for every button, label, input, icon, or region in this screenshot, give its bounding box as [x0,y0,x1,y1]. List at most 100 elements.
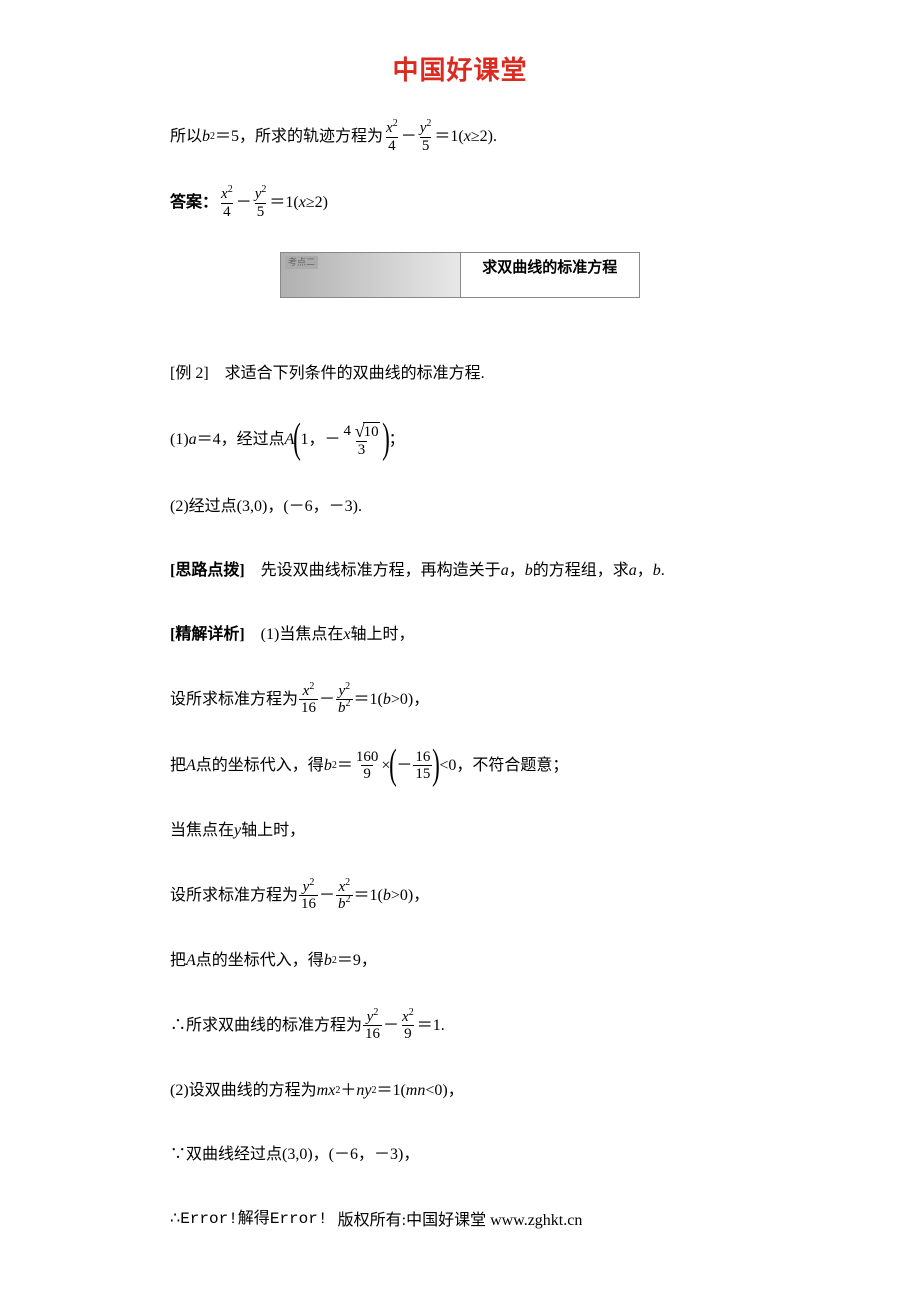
var: y [234,815,241,847]
text: 把 [170,945,186,977]
section-left: 考点二 [281,253,460,297]
den: 5 [255,203,267,221]
text: ＝1( [354,880,383,912]
text: 先设双曲线标准方程，再构造关于 [261,555,501,587]
text: 设所求标准方程为 [170,684,298,716]
var-b: b [202,121,210,153]
text: 轴上时， [350,619,414,651]
paragraph: 当焦点在 y 轴上时， [170,815,750,847]
den: 16 [299,895,318,913]
fraction: x2 4 [219,186,235,220]
sup: 2 [373,1007,378,1018]
var: a [501,555,509,587]
document-body: 所以 b2 ＝5， 所求的轨迹方程为 x2 4 － y2 5 ＝1( x ≥2)… [170,120,750,1235]
example-text: 求适合下列条件的双曲线的标准方程. [225,358,485,390]
page-footer: 版权所有:中国好课堂 www.zghkt.cn [0,1210,920,1232]
paragraph: 把 A 点的坐标代入，得 b2 ＝9， [170,945,750,977]
text: ＝9， [337,945,377,977]
num: 160 [354,749,381,766]
paragraph: (1) a ＝4，经过点 A ( 1，－ 4 √10 3 ) ； [170,422,750,459]
var: mn [406,1075,426,1107]
den: 9 [361,765,373,783]
section-right: 求双曲线的标准方程 [460,253,640,297]
minus: － [319,684,335,716]
text: 把 [170,750,186,782]
fraction: y2 5 [253,186,269,220]
var: mx [317,1075,336,1107]
paragraph: 设所求标准方程为 x2 16 － y2 b2 ＝1( b >0)， [170,683,750,717]
text: ≥2) [306,187,328,219]
text: ＝ [337,750,353,782]
lparen-icon: ( [390,749,398,783]
var: b [324,750,332,782]
fraction: y2 16 [299,879,318,913]
fraction: 4 √10 3 [341,422,381,459]
hint-label: [思路点拨] [170,555,261,587]
rparen-icon: ) [382,423,390,457]
point-A: A [186,750,196,782]
fraction: x2 4 [384,120,400,154]
var-a: a [189,424,197,456]
text: ∴所求双曲线的标准方程为 [170,1010,362,1042]
den: 16 [363,1025,382,1043]
text: ， [637,555,653,587]
sup: 2 [228,184,233,195]
num: 4 [343,423,351,439]
text: ＝1( [434,121,463,153]
text: ＝1( [354,684,383,716]
den: 3 [356,441,368,459]
lparen-icon: ( [294,423,302,457]
text: 点的坐标代入，得 [196,750,324,782]
fraction: x2 16 [299,683,318,717]
sup: 2 [345,681,350,692]
sup: 2 [261,184,266,195]
sup: 2 [345,877,350,888]
text: ∵双曲线经过点(3,0)，(－6，－3)， [170,1139,419,1171]
var: b [383,684,391,716]
copyright-text: 版权所有:中国好课堂 www.zghkt.cn [338,1212,583,1229]
var: b [338,896,346,912]
minus: － [236,187,252,219]
section-header-box: 考点二 求双曲线的标准方程 [280,252,640,298]
text: ≥2). [471,121,497,153]
sup: 2 [346,698,351,709]
logo-text: 中国好课堂 [392,58,527,84]
fraction: x2 9 [400,1009,416,1043]
answer-label: 答案： [170,187,218,219]
var: b [338,700,346,716]
radicand: 10 [363,422,380,441]
solution-label: [精解详析] [170,619,261,651]
text: 当焦点在 [170,815,234,847]
text: ＝4，经过点 [197,424,285,456]
var: ny [356,1075,371,1107]
den: 16 [299,699,318,717]
text: (1)当焦点在 [261,619,344,651]
example-label: [例 2] [170,358,225,390]
minus: － [383,1010,399,1042]
minus: － [319,880,335,912]
var: x [386,120,393,136]
neg: － [396,750,412,782]
example-heading: [例 2] 求适合下列条件的双曲线的标准方程. [170,358,750,390]
var: b [324,945,332,977]
text: <0)， [425,1075,463,1107]
minus: － [401,121,417,153]
point-A: A [186,945,196,977]
var: b [383,880,391,912]
plus: ＋ [340,1075,356,1107]
sup: 2 [426,118,431,129]
text: 点的坐标代入，得 [196,945,324,977]
paragraph: ∵双曲线经过点(3,0)，(－6，－3)， [170,1139,750,1171]
section-title: 求双曲线的标准方程 [482,257,617,278]
var: x [343,619,350,651]
text: 轴上时， [241,815,305,847]
sup: 2 [393,118,398,129]
fraction: x2 b2 [336,879,353,913]
var: b [653,555,661,587]
var-x: x [464,121,471,153]
text: ＝5， [215,121,255,153]
paragraph: 把 A 点的坐标代入，得 b2 ＝ 160 9 × ( － 16 15 ) <0… [170,749,750,783]
fraction: 160 9 [354,749,381,783]
paragraph: (2)设双曲线的方程为 mx2 ＋ ny2 ＝1( mn <0)， [170,1075,750,1107]
text: 1，－ [300,424,340,456]
